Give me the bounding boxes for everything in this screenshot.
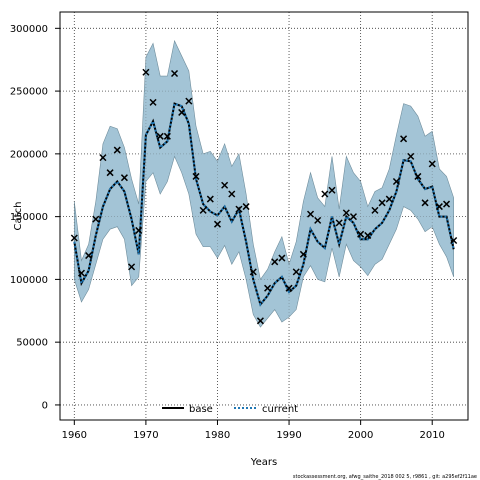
y-tick-label: 250000: [10, 87, 48, 98]
observed-point: [249, 268, 257, 276]
observed-point: [213, 220, 222, 228]
observed-point: [170, 69, 179, 78]
observed-point: [142, 68, 150, 76]
y-axis-label: Catch: [13, 202, 24, 231]
observed-point: [364, 231, 372, 239]
observed-point: [264, 284, 272, 292]
observed-point: [378, 199, 386, 207]
observed-point: [163, 132, 171, 140]
observed-point: [400, 135, 408, 143]
observed-point: [371, 206, 379, 214]
observed-point: [278, 254, 286, 262]
x-tick-label: 1990: [276, 430, 301, 441]
observed-point: [407, 152, 415, 160]
y-tick-label: 300000: [10, 24, 48, 35]
observed-point: [221, 181, 229, 189]
observed-point: [228, 190, 236, 198]
x-tick-label: 2000: [348, 430, 373, 441]
legend: base current: [162, 404, 298, 415]
observed-point: [414, 172, 422, 180]
observed-point: [185, 97, 193, 105]
observed-point: [178, 108, 186, 116]
observed-point: [428, 160, 436, 168]
observed-point: [349, 213, 358, 221]
footer-note: stockassessment.org, afwg_saithe_2018 00…: [293, 474, 477, 480]
observed-point: [99, 154, 107, 162]
observed-point: [113, 146, 121, 154]
y-tick-label: 0: [42, 400, 48, 411]
x-axis-ticks: 1960 1970 1980 1990 2000 2010: [62, 420, 445, 441]
observed-point: [421, 199, 429, 207]
observed-point: [77, 269, 86, 277]
observed-point: [85, 252, 93, 260]
y-tick-label: 150000: [10, 212, 48, 223]
x-tick-label: 1970: [133, 430, 158, 441]
observed-point: [321, 190, 329, 198]
observed-point: [306, 210, 315, 218]
observed-point: [292, 268, 300, 276]
legend-label-base: base: [189, 404, 213, 415]
observed-point: [392, 177, 400, 186]
observed-point: [242, 203, 250, 211]
observed-point: [156, 132, 164, 140]
observed-point: [285, 284, 293, 292]
observed-point: [435, 203, 443, 211]
x-tick-label: 2010: [419, 430, 444, 441]
y-tick-label: 100000: [10, 275, 48, 286]
observed-point: [128, 263, 136, 271]
y-tick-label: 50000: [16, 338, 48, 349]
observed-point: [342, 209, 350, 217]
observed-point: [192, 172, 200, 180]
observed-point: [357, 230, 365, 238]
observed-point: [314, 216, 322, 224]
observed-point: [271, 258, 279, 266]
observed-points: [70, 68, 458, 325]
observed-point: [149, 98, 157, 106]
series-line-current-dots: [73, 102, 455, 307]
observed-point: [70, 234, 78, 242]
x-axis-label: Years: [250, 457, 277, 468]
observed-point: [335, 219, 343, 227]
x-tick-label: 1960: [62, 430, 87, 441]
plot-frame: [59, 11, 469, 421]
observed-point: [206, 195, 214, 203]
observed-point: [92, 215, 100, 223]
observed-point: [450, 236, 458, 245]
observed-point: [199, 206, 207, 214]
observed-point: [299, 250, 307, 258]
y-axis-ticks: 0 50000 100000 150000 200000 250000 300000: [10, 24, 60, 411]
observed-point: [106, 169, 114, 177]
observed-point: [135, 226, 143, 234]
x-tick-label: 1980: [205, 430, 230, 441]
observed-point: [256, 317, 264, 325]
observed-point: [328, 186, 336, 194]
observed-point: [120, 174, 128, 182]
legend-label-current: current: [262, 404, 298, 415]
y-tick-label: 200000: [10, 149, 48, 160]
observed-point: [442, 200, 451, 208]
observed-point: [235, 205, 243, 213]
confidence-band: [74, 39, 454, 328]
observed-point: [385, 195, 393, 203]
